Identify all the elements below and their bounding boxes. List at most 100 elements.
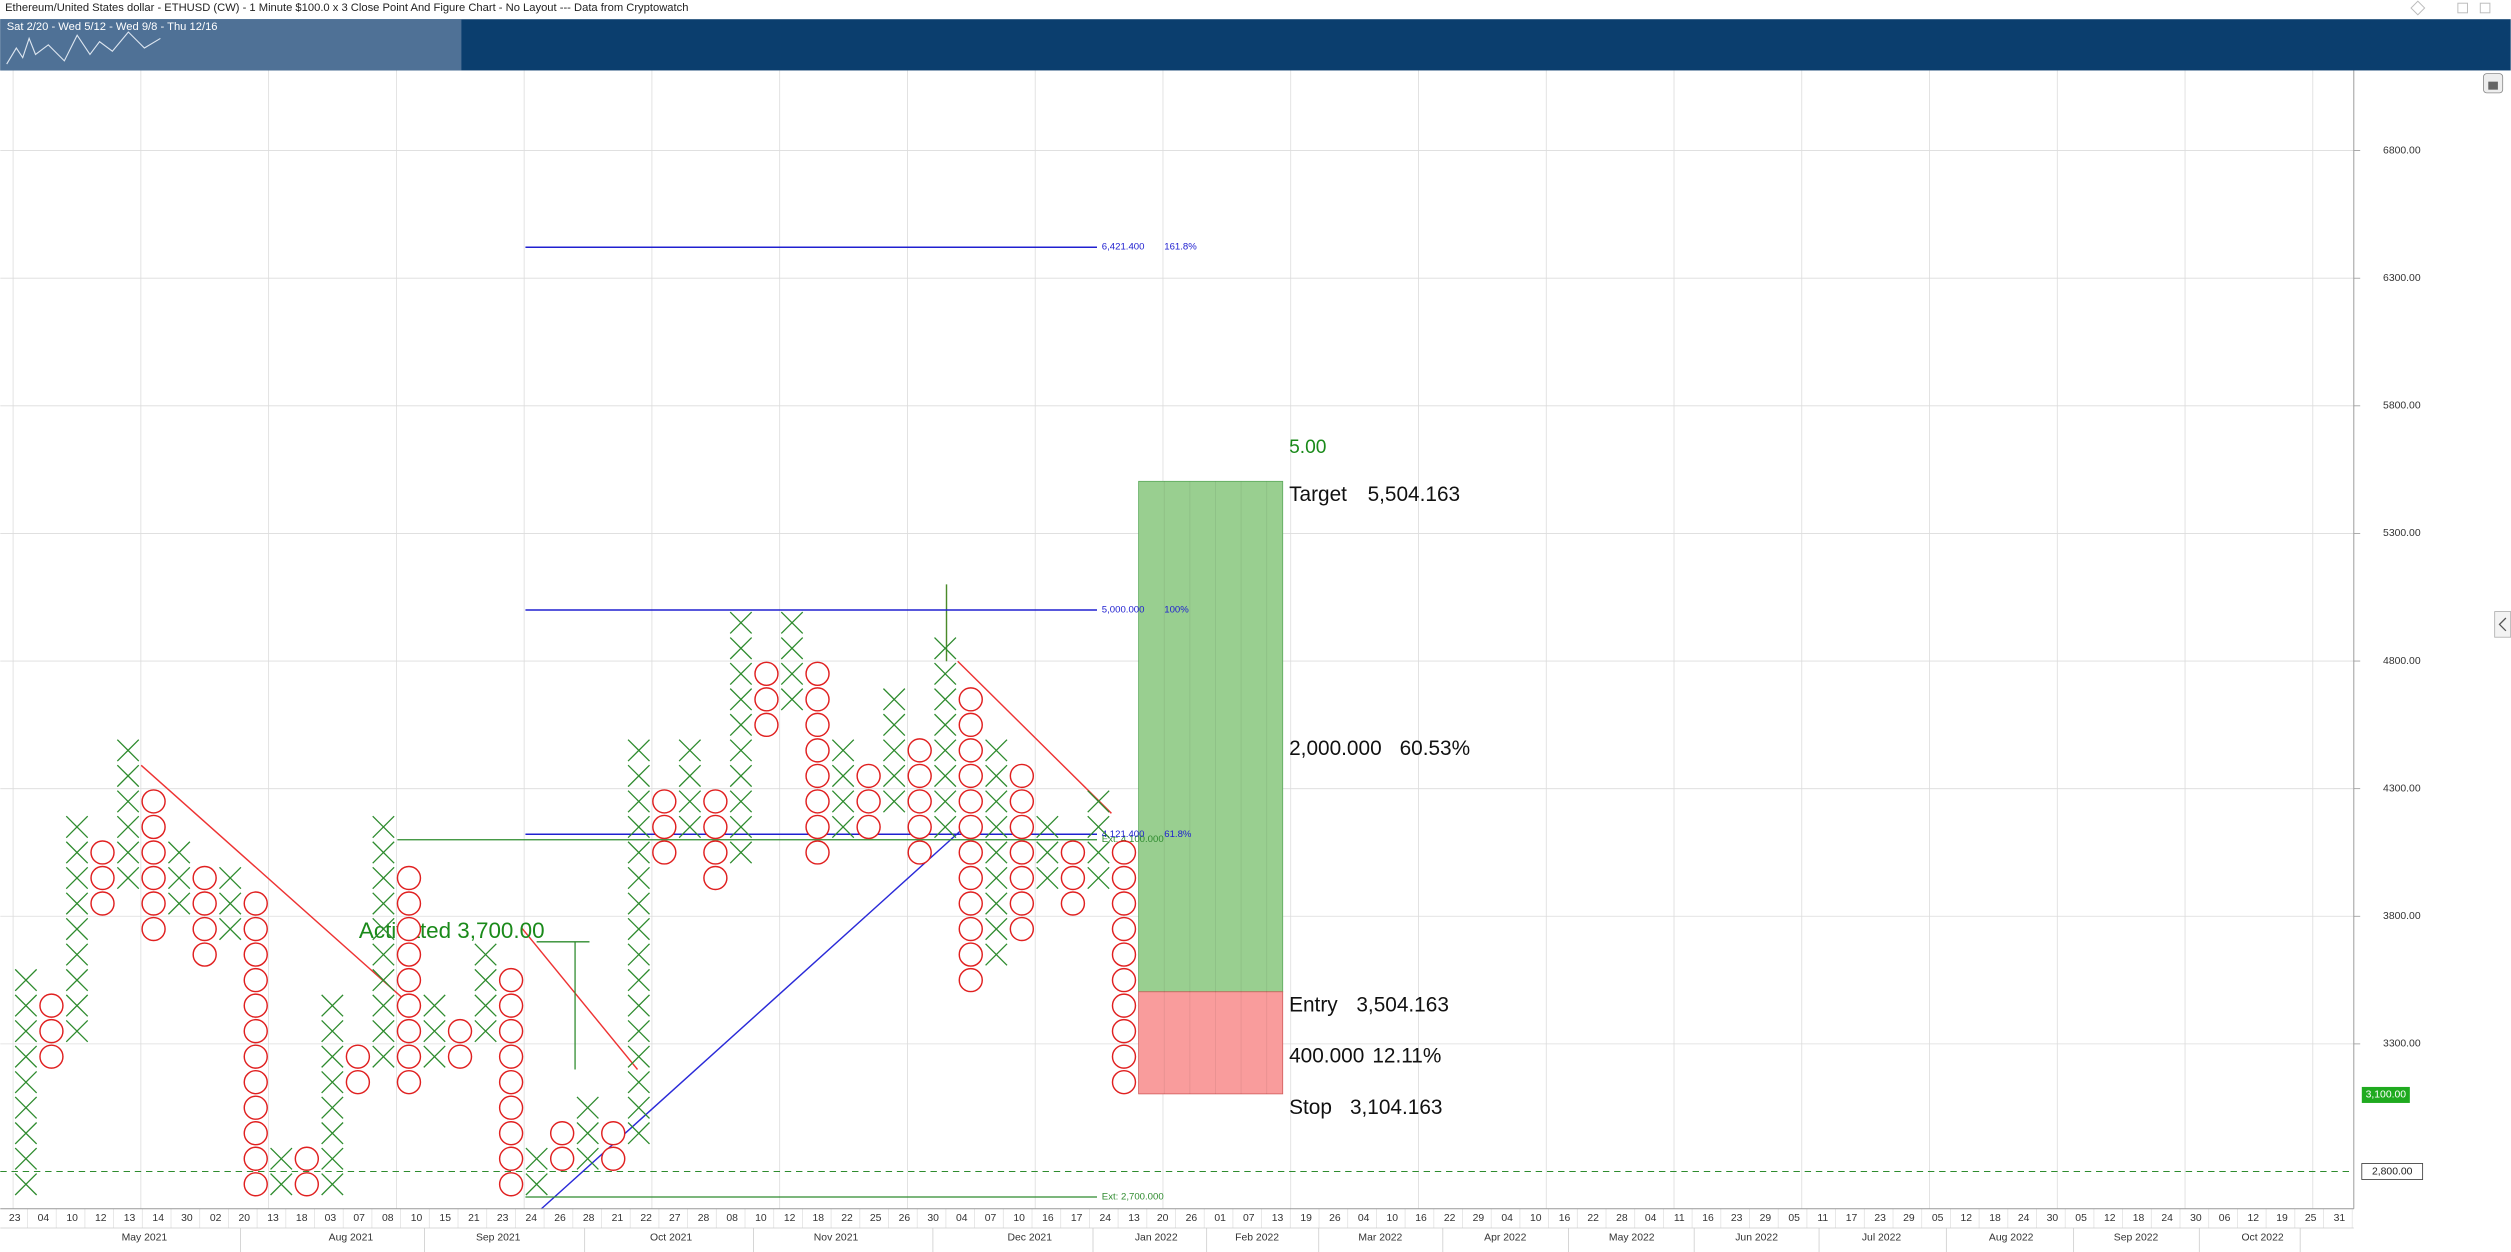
x-box: [372, 892, 395, 915]
x-box: [934, 815, 957, 839]
date-label: 13: [267, 1213, 279, 1224]
trend-line: [957, 660, 1112, 814]
x-box: [116, 764, 140, 788]
x-box: [219, 866, 242, 890]
date-label: 04: [1501, 1213, 1513, 1224]
price-marker-label: 2,800.00: [2372, 1166, 2413, 1177]
o-column: [498, 967, 524, 1197]
x-column: [831, 739, 855, 839]
month-label: Feb 2022: [1235, 1232, 1279, 1243]
o-box: [754, 712, 779, 738]
reward-points: 2,000.000: [1289, 737, 1382, 760]
x-box: [627, 1019, 650, 1043]
x-box: [831, 764, 855, 788]
x-box: [1087, 815, 1110, 839]
date-label: 12: [1961, 1213, 1973, 1224]
o-box: [907, 789, 932, 814]
o-box: [447, 1044, 473, 1069]
date-label: 10: [1530, 1213, 1542, 1224]
x-column: [985, 739, 1008, 966]
y-tick-label: 5800.00: [2383, 401, 2421, 412]
o-box: [396, 1044, 422, 1069]
o-box: [1111, 993, 1137, 1018]
x-box: [321, 1071, 344, 1094]
x-box: [65, 841, 89, 864]
o-box: [141, 865, 166, 891]
side-panel-toggle[interactable]: [2494, 611, 2511, 638]
trend-line: [521, 928, 639, 1070]
month-label: Dec 2021: [1008, 1232, 1053, 1243]
o-box: [1111, 1044, 1137, 1069]
x-box: [1036, 841, 1059, 864]
date-label: 05: [1788, 1213, 1800, 1224]
x-box: [729, 713, 753, 737]
x-box: [270, 1147, 293, 1170]
date-label: 23: [1731, 1213, 1743, 1224]
o-box: [498, 1069, 524, 1095]
o-box: [1111, 891, 1137, 916]
x-box: [576, 1122, 599, 1145]
o-box: [958, 687, 983, 712]
o-box: [805, 687, 830, 712]
reward-zone: [1138, 480, 1284, 993]
y-tick-label: 3300.00: [2383, 1039, 2421, 1050]
x-column: [780, 611, 804, 711]
o-box: [141, 789, 166, 814]
date-label: 26: [899, 1213, 911, 1224]
o-box: [192, 916, 217, 942]
o-box: [396, 891, 422, 916]
x-box: [934, 739, 957, 762]
o-box: [243, 942, 268, 967]
x-column: [116, 739, 140, 890]
x-box: [882, 764, 906, 788]
x-box: [678, 764, 702, 788]
x-box: [678, 815, 702, 839]
risk-percent: 12.11%: [1372, 1045, 1441, 1068]
x-box: [627, 739, 650, 762]
x-box: [576, 1096, 599, 1119]
o-box: [141, 814, 166, 840]
o-box: [498, 1121, 524, 1146]
o-box: [1009, 814, 1035, 840]
x-box: [780, 611, 804, 634]
o-box: [549, 1121, 575, 1146]
o-box: [958, 712, 983, 738]
x-box: [831, 739, 855, 762]
overview-dates: Sat 2/20 - Wed 5/12 - Wed 9/8 - Thu 12/1…: [7, 21, 218, 33]
o-box: [396, 967, 422, 993]
x-box: [1087, 841, 1110, 864]
date-label: 12: [784, 1213, 796, 1224]
x-column: [270, 1147, 293, 1196]
month-label: Aug 2021: [329, 1232, 374, 1243]
o-box: [958, 865, 983, 891]
x-box: [985, 917, 1008, 941]
month-label: Apr 2022: [1484, 1232, 1526, 1243]
control-icon[interactable]: [2410, 0, 2426, 16]
date-label: 19: [2276, 1213, 2288, 1224]
control-icon[interactable]: [2479, 2, 2491, 14]
window-controls: [2410, 0, 2491, 16]
x-box: [219, 892, 242, 915]
last-price-label: 3,100.00: [2366, 1090, 2407, 1101]
o-box: [1009, 763, 1035, 789]
x-box: [474, 994, 497, 1017]
x-box: [65, 943, 89, 966]
x-box: [729, 764, 753, 788]
o-box: [1111, 1069, 1137, 1095]
date-label: 15: [439, 1213, 451, 1224]
date-label: 07: [985, 1213, 997, 1224]
x-box: [985, 892, 1008, 915]
control-icon[interactable]: [2457, 2, 2468, 14]
o-box: [39, 1018, 64, 1044]
month-label: May 2022: [1609, 1232, 1655, 1243]
o-box: [498, 1095, 524, 1120]
x-column: [627, 739, 650, 1145]
overview-window[interactable]: [0, 19, 462, 71]
date-label: 10: [66, 1213, 78, 1224]
o-box: [243, 891, 268, 916]
fib-ratio: 161.8%: [1164, 242, 1197, 253]
o-box: [1009, 916, 1035, 942]
x-box: [321, 1147, 344, 1170]
date-label: 30: [2047, 1213, 2059, 1224]
